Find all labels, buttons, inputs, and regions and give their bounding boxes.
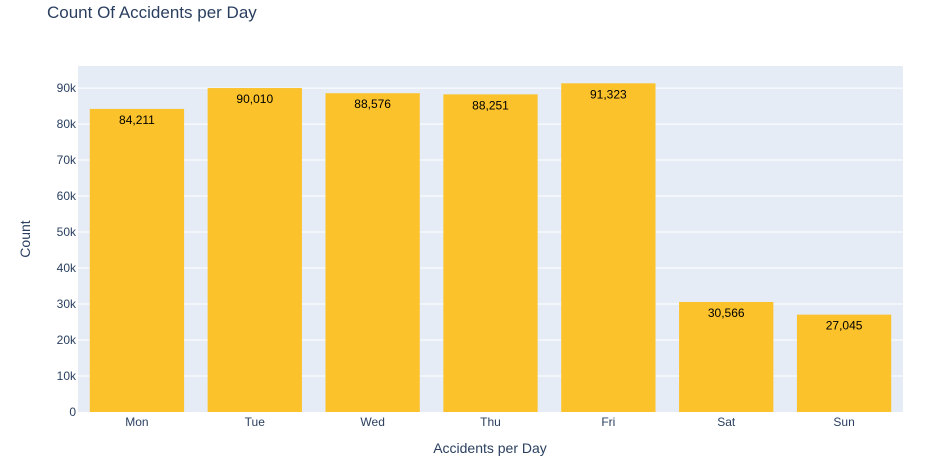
y-tick-label: 70k: [57, 153, 77, 167]
x-tick-label: Sun: [833, 415, 854, 429]
x-tick-label: Sat: [717, 415, 736, 429]
x-tick-label: Wed: [360, 415, 384, 429]
x-axis-title: Accidents per Day: [433, 440, 547, 456]
y-tick-label: 50k: [57, 225, 77, 239]
y-tick-label: 30k: [57, 297, 77, 311]
bars: [89, 83, 892, 413]
x-tick-label: Fri: [601, 415, 615, 429]
bar[interactable]: [443, 94, 538, 412]
y-tick-label: 20k: [57, 333, 77, 347]
bar-value-label: 88,576: [354, 97, 391, 111]
chart-title: Count Of Accidents per Day: [47, 3, 257, 22]
y-axis-ticks: 0 10k 20k 30k 40k 50k 60k 70k 80k 90k: [57, 81, 77, 419]
x-tick-label: Mon: [125, 415, 148, 429]
x-tick-label: Thu: [480, 415, 501, 429]
bar[interactable]: [325, 93, 420, 412]
bar[interactable]: [207, 88, 302, 413]
y-tick-label: 10k: [57, 369, 77, 383]
bar[interactable]: [679, 301, 774, 412]
y-tick-label: 90k: [57, 81, 77, 95]
bar[interactable]: [796, 314, 892, 412]
bar-value-label: 30,566: [708, 306, 745, 320]
y-tick-label: 80k: [57, 117, 77, 131]
bar-value-labels: 84,211 90,010 88,576 88,251 91,323 30,566 27,0…: [119, 87, 863, 332]
y-axis-title: Count: [17, 220, 33, 257]
x-tick-label: Tue: [245, 415, 266, 429]
bar-value-label: 90,010: [236, 92, 273, 106]
bar[interactable]: [561, 83, 656, 412]
bar-value-label: 84,211: [119, 113, 155, 127]
bar[interactable]: [89, 108, 185, 412]
y-tick-label: 0: [69, 405, 76, 419]
y-tick-label: 60k: [57, 189, 77, 203]
bar-value-label: 27,045: [826, 319, 863, 333]
x-axis-ticks: Mon Tue Wed Thu Fri Sat Sun: [125, 415, 854, 429]
bar-value-label: 88,251: [472, 98, 509, 112]
bar-value-label: 91,323: [590, 87, 627, 101]
y-tick-label: 40k: [57, 261, 77, 275]
